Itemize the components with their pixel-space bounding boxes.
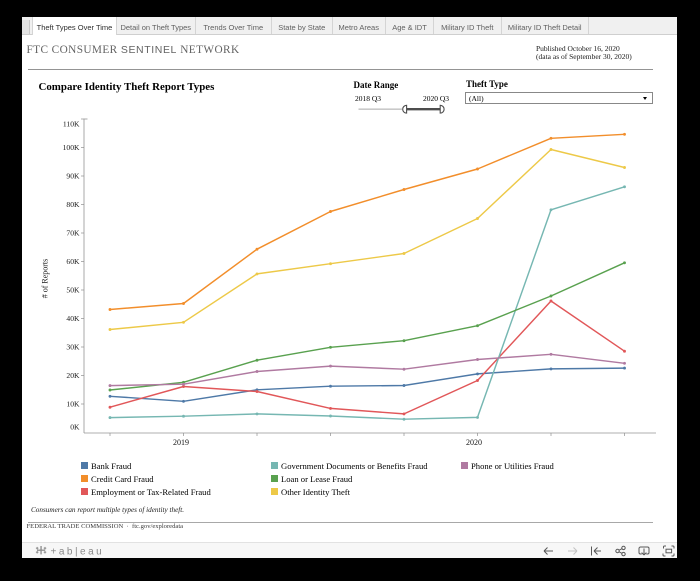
svg-text:60K: 60K — [66, 257, 80, 266]
svg-text:90K: 90K — [66, 172, 80, 181]
svg-text:0K: 0K — [70, 423, 80, 432]
svg-text:30K: 30K — [66, 343, 80, 352]
svg-text:20K: 20K — [66, 371, 80, 380]
svg-text:+ab|eau: +ab|eau — [51, 547, 105, 558]
svg-text:110K: 110K — [63, 120, 80, 129]
svg-text:# of Reports: # of Reports — [41, 259, 50, 299]
svg-text:10K: 10K — [66, 400, 80, 409]
svg-text:80K: 80K — [66, 200, 80, 209]
svg-text:2020: 2020 — [466, 438, 482, 447]
svg-text:100K: 100K — [63, 143, 80, 152]
svg-text:70K: 70K — [66, 229, 80, 238]
svg-text:50K: 50K — [66, 286, 80, 295]
svg-text:2019: 2019 — [173, 438, 189, 447]
svg-text:40K: 40K — [66, 314, 80, 323]
